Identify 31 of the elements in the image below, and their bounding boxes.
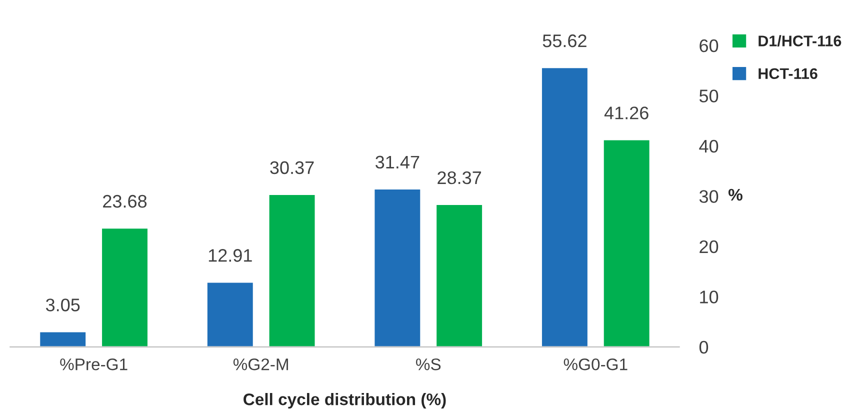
bar	[540, 66, 589, 347]
data-label: 23.68	[103, 194, 147, 208]
x-tick-label: %G0-G1	[564, 358, 628, 370]
data-label: 3.05	[46, 298, 80, 312]
y-tick-label: 10	[700, 290, 718, 304]
data-label: 28.37	[438, 171, 482, 184]
x-axis-title: Cell cycle distribution (%)	[244, 393, 446, 409]
x-tick-label: %S	[416, 358, 441, 370]
legend-label: HCT-116	[758, 68, 818, 80]
bar	[100, 227, 149, 347]
y-axis-title: %	[728, 188, 742, 201]
bar	[206, 281, 254, 347]
y-tick-label: 50	[699, 90, 718, 102]
y-tick-label: 20	[700, 240, 718, 254]
x-tick-label: %Pre-G1	[60, 358, 128, 370]
data-label: 41.26	[604, 106, 648, 120]
data-label: 12.91	[208, 249, 252, 262]
data-label: 31.47	[376, 156, 420, 169]
bar	[373, 188, 422, 347]
y-tick-label: 60	[700, 39, 718, 52]
data-label: 55.62	[542, 34, 586, 48]
data-label: 30.37	[270, 161, 314, 174]
y-tick-label: 40	[699, 140, 718, 153]
bar	[602, 138, 651, 347]
bar	[268, 194, 316, 347]
legend-label: D1/HCT-116	[758, 35, 842, 47]
y-tick-label: 30	[699, 190, 718, 203]
y-tick-label: 0	[699, 340, 708, 354]
bar	[435, 204, 484, 347]
x-tick-label: %G2-M	[233, 358, 288, 370]
bar	[38, 330, 87, 347]
